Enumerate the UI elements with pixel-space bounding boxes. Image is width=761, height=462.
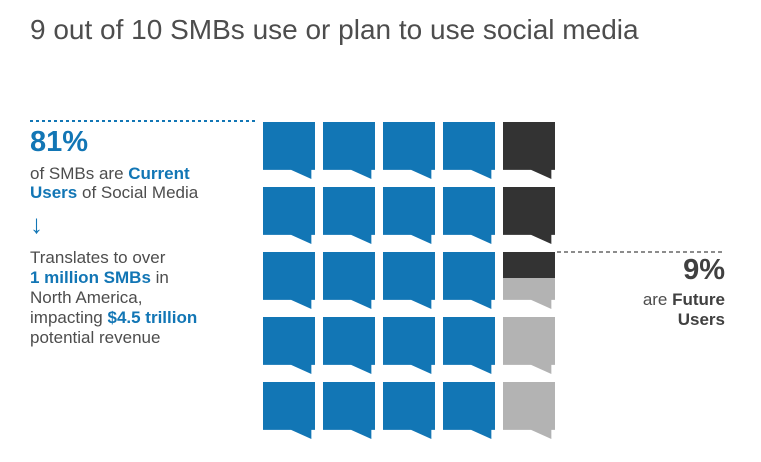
pictogram-grid: [263, 122, 555, 439]
impact-caption: Translates to over 1 million SMBs in North…: [30, 248, 225, 348]
speech-bubble-icon-blue: [443, 187, 495, 244]
future-users-percent: 9%: [683, 254, 725, 286]
caption-text: of SMBs are: [30, 164, 129, 183]
speech-bubble-icon-blue: [263, 252, 315, 309]
leader-line-current-users: [30, 120, 256, 122]
speech-bubble-icon-blue: [263, 122, 315, 179]
speech-bubble-icon-blue: [383, 122, 435, 179]
leader-line-future-users: [557, 251, 723, 253]
remaining-partial-fill: [503, 277, 555, 309]
caption-text: potential revenue: [30, 328, 161, 347]
caption-text: in: [150, 268, 169, 287]
speech-bubble-icon-blue: [263, 187, 315, 244]
speech-bubble-icon-blue: [383, 187, 435, 244]
speech-bubble-icon-dark: [503, 122, 555, 179]
current-users-percent: 81%: [30, 126, 89, 158]
page-title: 9 out of 10 SMBs use or plan to use soci…: [30, 14, 639, 45]
speech-bubble-icon-blue: [383, 252, 435, 309]
caption-highlight: Current: [128, 164, 190, 183]
speech-bubble-icon-blue: [383, 317, 435, 374]
speech-bubble-icon-blue: [323, 252, 375, 309]
speech-bubble-icon-blue: [443, 317, 495, 374]
speech-bubble-icon-dark: [503, 187, 555, 244]
speech-bubble-icon-blue: [323, 187, 375, 244]
caption-highlight: $4.5 trillion: [107, 308, 198, 327]
caption-text: North America,: [30, 288, 143, 307]
future-users-annotation: 9% are Future Users: [563, 256, 725, 330]
current-users-caption: of SMBs are Current Users of Social Media: [30, 164, 225, 202]
current-users-annotation: 81% of SMBs are Current Users of Social M…: [30, 128, 225, 348]
speech-bubble-icon-blue: [263, 317, 315, 374]
future-users-caption: are Future Users: [563, 290, 725, 330]
future-users-partial-fill: [503, 252, 555, 278]
speech-bubble-icon-blue: [383, 382, 435, 439]
speech-bubble-icon-blue: [443, 382, 495, 439]
speech-bubble-icon-blue: [443, 122, 495, 179]
caption-highlight: 1 million SMBs: [30, 268, 151, 287]
caption-highlight: Users: [677, 310, 725, 329]
speech-bubble-icon-blue: [263, 382, 315, 439]
speech-bubble-icon-light: [503, 317, 555, 374]
caption-text: are: [642, 290, 673, 309]
caption-text: of Social Media: [77, 183, 199, 202]
speech-bubble-icon-blue: [443, 252, 495, 309]
speech-bubble-icon-light: [503, 382, 555, 439]
caption-highlight: Future: [672, 290, 725, 309]
caption-highlight: Users: [30, 183, 78, 202]
speech-bubble-icon-blue: [323, 317, 375, 374]
caption-text: Translates to over: [30, 248, 166, 267]
speech-bubble-icon-blue: [323, 382, 375, 439]
speech-bubble-icon-blue: [323, 122, 375, 179]
caption-text: impacting: [30, 308, 108, 327]
speech-bubble-icon-split: [503, 252, 555, 309]
down-arrow-icon: ↓: [30, 209, 43, 239]
